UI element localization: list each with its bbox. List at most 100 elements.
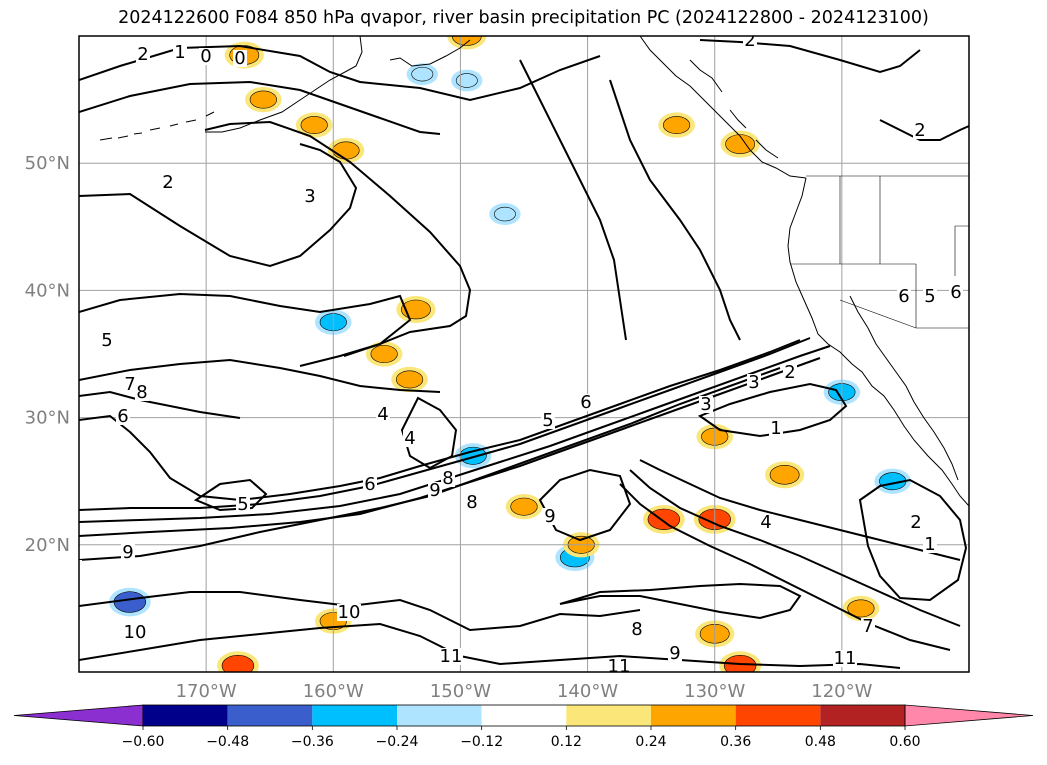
contour-label: 2 [137,44,148,65]
longitude-label: 160°W [303,681,364,702]
contour-label-bg [630,621,644,638]
aleutian-islands [99,111,215,141]
longitude-label: 170°W [176,681,237,702]
contour-label-bg [699,396,713,413]
contour-label-bg [579,394,593,411]
contour-label-bg [363,476,377,493]
contour-label: 5 [101,330,112,351]
contour-label: 2 [914,120,925,141]
contour-label-bg [161,174,175,191]
longitude-label: 120°W [811,681,872,702]
latitude-label: 50°N [25,153,70,174]
colorbar-tick-label: −0.36 [291,734,334,750]
precip-patch [332,141,360,160]
precip-patch [300,116,328,134]
colorbar-segment [820,705,905,726]
contour-label-bg [668,645,682,662]
latitude-labels: 50°N 40°N 30°N 20°N [25,153,70,556]
colorbar-tick-label: −0.48 [206,734,249,750]
contour-label-bg [465,494,479,511]
colorbar-tick-label: −0.12 [460,734,503,750]
longitude-label: 150°W [430,681,491,702]
contour-label: 5 [542,410,553,431]
contour-label-bg [541,412,555,429]
contour-label: 9 [122,542,133,563]
contour-label-bg [121,544,135,561]
contour-label-bg [441,470,455,487]
contour-label-bg [913,122,927,139]
contour-label: 6 [898,286,909,307]
colorbar-segment [227,705,313,726]
colorbar: −0.60 −0.48 −0.36 −0.24 −0.12 0.12 0.24 0.36 0.4… [13,704,1034,750]
contour-label: 2 [784,362,795,383]
contour-label: 9 [669,643,680,664]
contour-label: 8 [631,619,642,640]
contour-label: 11 [834,648,857,669]
contour-label: 7 [862,616,873,637]
precip-patch [493,206,516,222]
contour-label-bg [769,420,783,437]
contour-label-bg [123,376,137,393]
contour-label: 9 [429,480,440,501]
latitude-label: 20°N [25,535,70,556]
precip-patch [662,116,691,134]
contour-label: 4 [404,428,415,449]
colorbar-segment [481,705,567,726]
colorbar-extend-high [904,704,1034,727]
contour-label: 3 [69,558,80,579]
precip-patch [847,599,875,618]
contour-label: 5 [237,494,248,515]
contour-label: 7 [124,374,135,395]
contour-label: 11 [608,656,631,677]
precip-patch [723,654,757,672]
contour-label-bg [949,284,963,301]
contour-label: 8 [136,382,147,403]
contour-label: 6 [117,406,128,427]
colorbar-outline [142,704,906,727]
colorbar-segment [735,705,821,726]
contour-label: 3 [748,372,759,393]
longitude-labels: 170°W 160°W 150°W 140°W 130°W 120°W [176,681,873,702]
contour-label: 6 [580,392,591,413]
contour-label: 1 [924,534,935,555]
gridlines [79,36,969,672]
map-title: 2024122600 F084 850 hPa qvapor, river ba… [118,8,929,28]
contour-label: 1 [770,418,781,439]
contour-label-bg [428,482,442,499]
contour-label-bg [747,374,761,391]
alaska-panhandle-islands [689,59,779,159]
contour-label-bg [783,364,797,381]
contour-label-bg [236,496,250,513]
contour-label-bg [376,406,390,423]
map-frame [78,35,970,673]
contour-label: 10 [338,602,361,623]
precip-patch [113,591,147,613]
contour-label-bg [136,46,150,63]
political-borders [790,175,969,329]
contour-label-bg [743,36,757,49]
colorbar-tick-label: 0.12 [551,734,582,750]
plot-area [79,36,969,672]
contour-label-bg [897,288,911,305]
contour-label-bg [759,514,773,531]
contour-label: 2 [162,172,173,193]
contour-label: 2 [744,30,755,51]
contour-label: 8 [466,492,477,513]
contour-label-bg [403,430,417,447]
precip-patch [510,497,538,516]
colorbar-tick-label: −0.60 [122,734,165,750]
contour-label-bg [79,560,82,577]
contour-label-bg [135,384,149,401]
precip-patch [725,134,756,154]
precip-patch [647,508,681,531]
contour-label-bg [833,650,857,667]
contour-label: 4 [760,512,771,533]
contour-label-bg [861,618,875,635]
longitude-label: 140°W [557,681,618,702]
contour-label-bg [233,50,247,67]
north-america-coast [787,177,969,507]
colorbar-tick-label: 0.48 [805,734,836,750]
contour-label-bg [543,508,557,525]
